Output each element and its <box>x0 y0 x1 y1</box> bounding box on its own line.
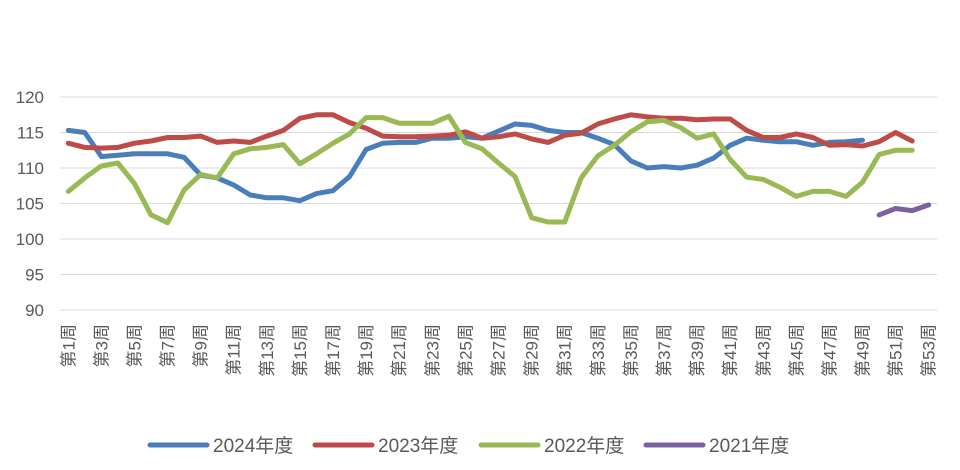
x-tick-label: 第29周 <box>523 324 542 377</box>
legend: 2024年度 2023年度 2022年度 2021年度 <box>147 435 789 457</box>
x-tick-label: 第33周 <box>589 324 608 377</box>
x-tick-label: 第31周 <box>556 324 575 377</box>
y-tick-label: 120 <box>16 88 44 107</box>
y-tick-label: 110 <box>17 159 44 178</box>
x-tick-label: 第53周 <box>920 324 939 377</box>
x-tick-label: 第45周 <box>787 324 806 377</box>
x-tick-label: 第41周 <box>721 324 740 377</box>
y-tick-label: 105 <box>16 195 44 214</box>
x-tick-label: 第49周 <box>854 324 873 377</box>
x-tick-label: 第11周 <box>225 324 244 376</box>
x-axis-tick-labels: 第1周 第3周 第5周 第7周 第9周 第11周 第13周 第15周 第17周 第19周 第21周第… <box>59 324 938 377</box>
x-tick-label: 第35周 <box>622 324 641 377</box>
x-tick-label: 第27周 <box>490 324 509 377</box>
x-tick-label: 第5周 <box>125 324 144 367</box>
y-tick-label: 95 <box>25 266 44 285</box>
x-tick-label: 第17周 <box>324 324 343 377</box>
legend-label: 2023年度 <box>378 435 458 457</box>
x-tick-label: 第25周 <box>456 324 475 377</box>
legend-label: 2021年度 <box>709 435 789 457</box>
x-tick-label: 第21周 <box>390 324 409 377</box>
series-lines <box>65 112 932 226</box>
x-tick-label: 第7周 <box>159 324 178 367</box>
x-tick-label: 第15周 <box>291 324 310 377</box>
legend-label: 2024年度 <box>213 435 293 457</box>
x-tick-label: 第13周 <box>258 324 277 377</box>
x-tick-label: 第47周 <box>820 324 839 377</box>
x-tick-label: 第9周 <box>192 324 211 367</box>
x-tick-label: 第39周 <box>688 324 707 377</box>
x-tick-label: 第3周 <box>92 324 111 367</box>
x-tick-label: 第19周 <box>357 324 376 377</box>
y-tick-label: 90 <box>25 301 44 320</box>
y-axis-tick-labels: 90 95 100 105 110 115 120 <box>16 88 44 320</box>
x-tick-label: 第37周 <box>655 324 674 377</box>
series-line-2 <box>65 113 915 226</box>
series-line-3 <box>876 202 932 218</box>
y-tick-label: 100 <box>16 230 44 249</box>
x-tick-label: 第23周 <box>423 324 442 377</box>
series-line-1 <box>65 112 915 151</box>
x-tick-label: 第43周 <box>754 324 773 377</box>
legend-label: 2022年度 <box>544 435 624 457</box>
y-tick-label: 115 <box>17 124 44 143</box>
x-tick-label: 第51周 <box>887 324 906 377</box>
x-tick-label: 第1周 <box>59 324 78 367</box>
